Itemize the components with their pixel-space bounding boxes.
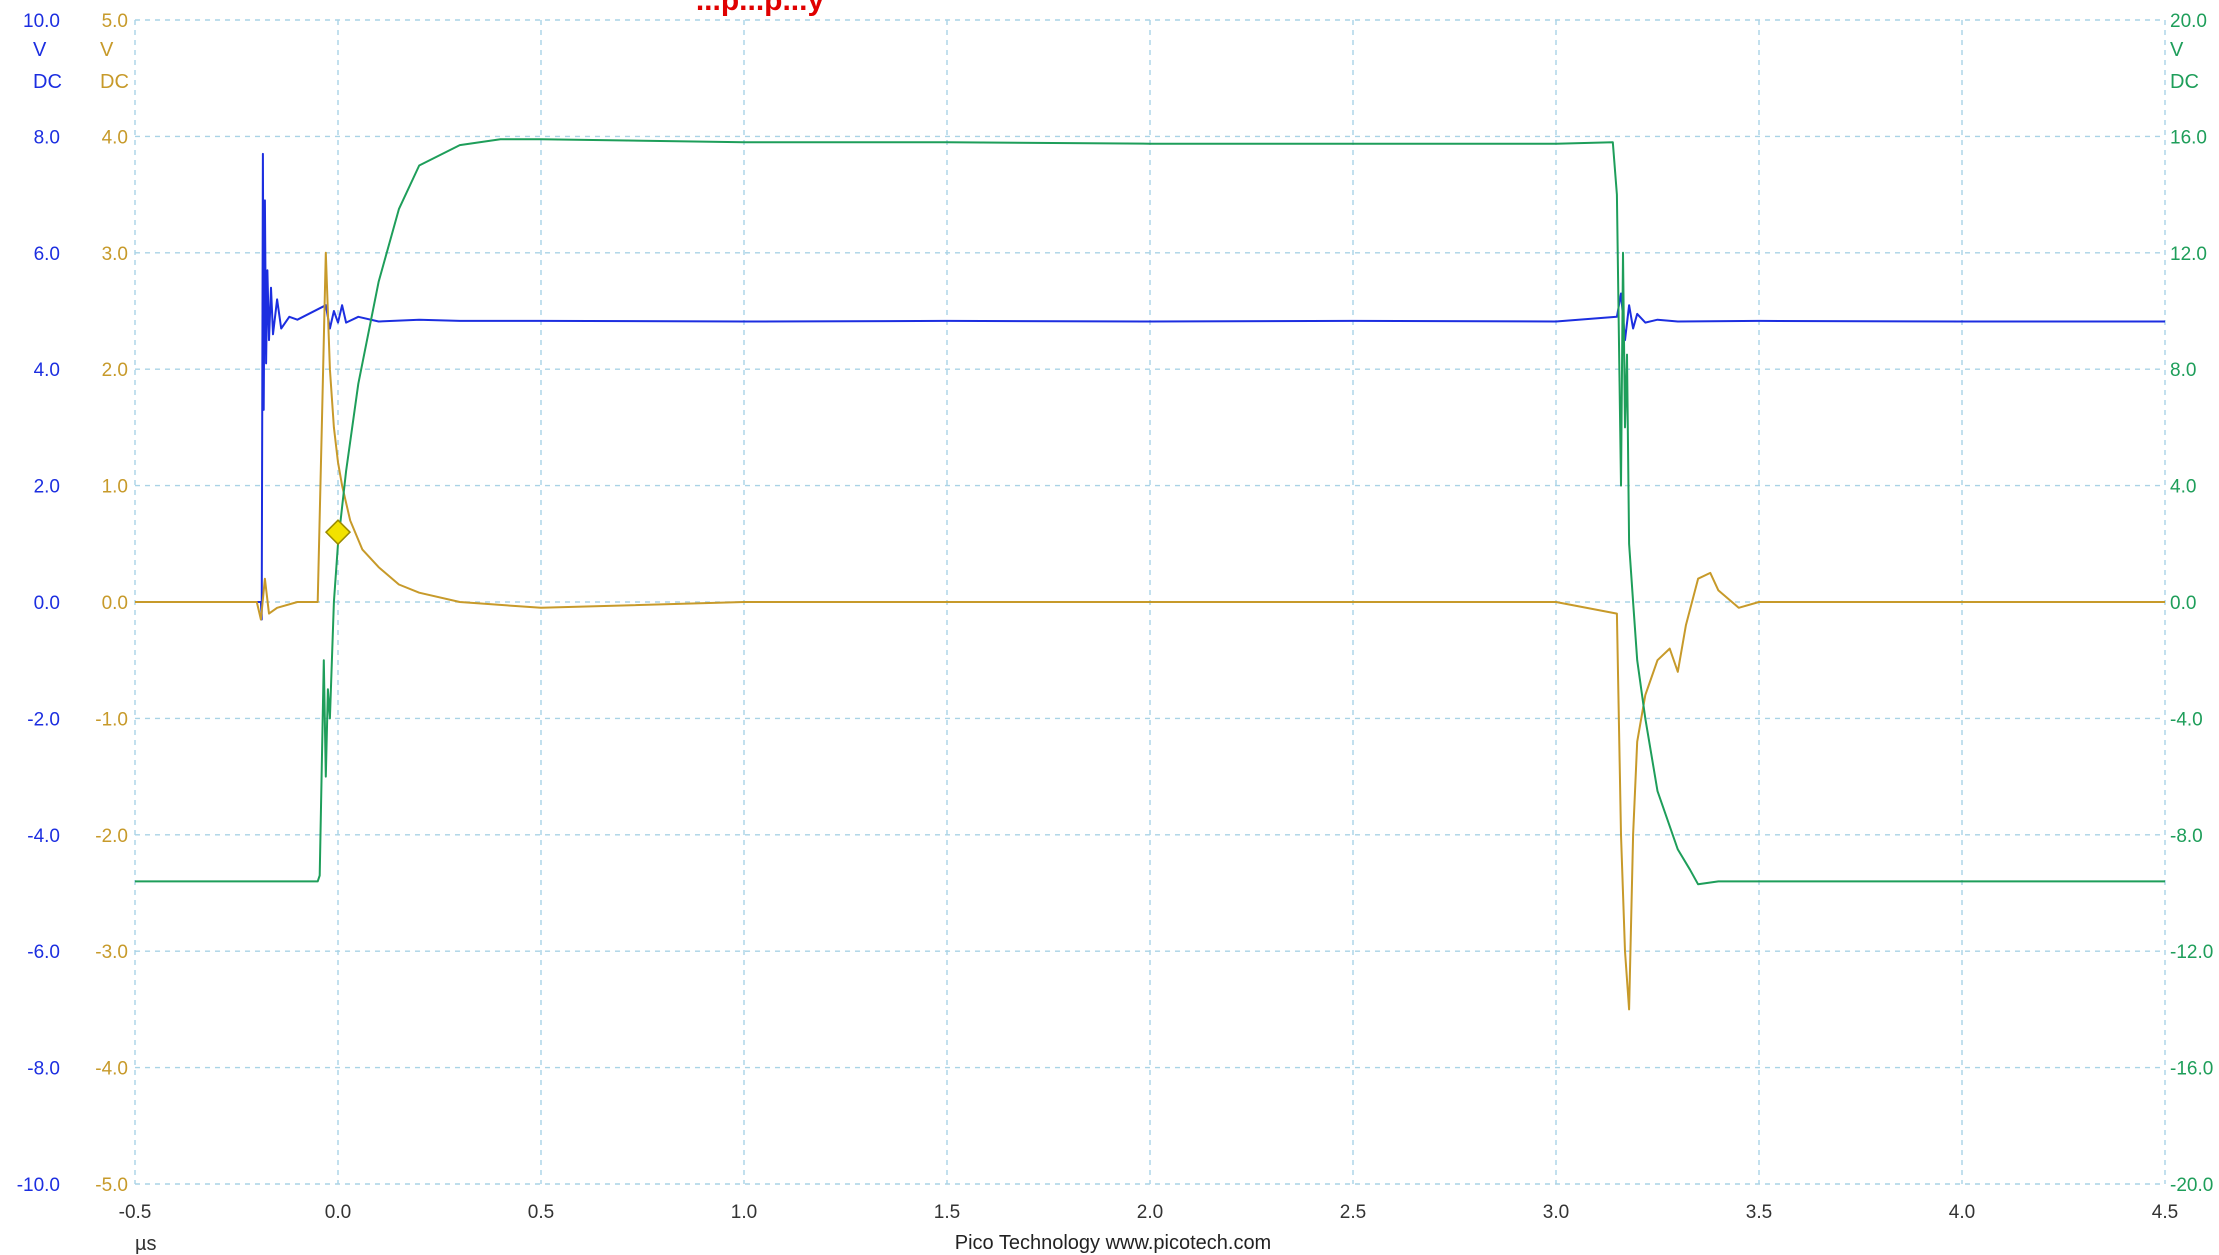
gold-y-tick-label: 1.0 xyxy=(102,477,128,498)
green-axis-unit: V xyxy=(2170,39,2184,61)
trigger-diamond xyxy=(324,519,352,546)
gold-y-tick-label: 3.0 xyxy=(102,244,128,265)
blue-y-tick-label: 6.0 xyxy=(34,244,60,265)
blue-y-tick-label: 2.0 xyxy=(34,477,60,498)
gold-y-tick-label: -4.0 xyxy=(95,1059,128,1080)
x-tick-label: -0.5 xyxy=(119,1202,152,1223)
gold-y-tick-label: -3.0 xyxy=(95,942,128,963)
gold-y-tick-label: 4.0 xyxy=(102,127,128,148)
blue-y-tick-label: -8.0 xyxy=(27,1059,60,1080)
waveform-traces xyxy=(135,138,2165,1011)
blue-y-tick-label: 8.0 xyxy=(34,127,60,148)
green-y-tick-label: 20.0 xyxy=(2170,11,2207,32)
footer-credit: Pico Technology www.picotech.com xyxy=(955,1232,1271,1254)
gold-axis-unit: V xyxy=(100,39,114,61)
blue-y-tick-label: -4.0 xyxy=(27,826,60,847)
x-tick-label: 4.0 xyxy=(1949,1202,1975,1223)
green-trace xyxy=(135,138,2165,886)
blue-y-tick-label: -10.0 xyxy=(17,1175,60,1196)
blue-y-tick-label: 4.0 xyxy=(34,360,60,381)
x-tick-label: 0.5 xyxy=(528,1202,554,1223)
green-y-tick-label: 4.0 xyxy=(2170,477,2196,498)
green-y-tick-label: -4.0 xyxy=(2170,709,2203,730)
gold-y-tick-label: 0.0 xyxy=(102,593,128,614)
x-tick-label: 3.0 xyxy=(1543,1202,1569,1223)
blue-axis-coupling: DC xyxy=(33,71,62,93)
green-y-tick-label: -16.0 xyxy=(2170,1059,2213,1080)
blue-axis-unit: V xyxy=(33,39,47,61)
x-axis-unit: µs xyxy=(135,1233,157,1255)
gold-y-tick-label: 5.0 xyxy=(102,11,128,32)
green-y-tick-label: -8.0 xyxy=(2170,826,2203,847)
x-tick-label: 1.0 xyxy=(731,1202,757,1223)
green-y-tick-label: -12.0 xyxy=(2170,942,2213,963)
x-tick-label: 1.5 xyxy=(934,1202,960,1223)
gold-y-tick-label: 2.0 xyxy=(102,360,128,381)
green-y-tick-label: 12.0 xyxy=(2170,244,2207,265)
grid-lines xyxy=(134,19,2166,1185)
blue-y-tick-label: -2.0 xyxy=(27,709,60,730)
trigger-marker xyxy=(324,519,352,546)
blue-trace xyxy=(135,152,2165,621)
x-tick-label: 2.5 xyxy=(1340,1202,1366,1223)
green-y-tick-label: -20.0 xyxy=(2170,1175,2213,1196)
tick-labels: -0.5 0.0 0.5 1.0 1.5 2.0 2.5 3.0 3.5 4.0 4.5 -10.0 -… xyxy=(17,11,2214,1223)
green-y-tick-label: 8.0 xyxy=(2170,360,2196,381)
green-y-tick-label: 0.0 xyxy=(2170,593,2196,614)
gold-y-tick-label: -1.0 xyxy=(95,709,128,730)
gold-trace xyxy=(135,251,2165,1011)
chart-title: ...p...p...y xyxy=(696,0,825,17)
x-tick-label: 4.5 xyxy=(2152,1202,2178,1223)
blue-y-tick-label: 0.0 xyxy=(34,593,60,614)
blue-y-tick-label: 10.0 xyxy=(23,11,60,32)
blue-y-tick-label: -6.0 xyxy=(27,942,60,963)
green-axis-coupling: DC xyxy=(2170,71,2199,93)
gold-y-tick-label: -5.0 xyxy=(95,1175,128,1196)
green-y-tick-label: 16.0 xyxy=(2170,127,2207,148)
gold-axis-coupling: DC xyxy=(100,71,129,93)
x-tick-label: 0.0 xyxy=(325,1202,351,1223)
gold-y-tick-label: -2.0 xyxy=(95,826,128,847)
x-tick-label: 2.0 xyxy=(1137,1202,1163,1223)
x-tick-label: 3.5 xyxy=(1746,1202,1772,1223)
